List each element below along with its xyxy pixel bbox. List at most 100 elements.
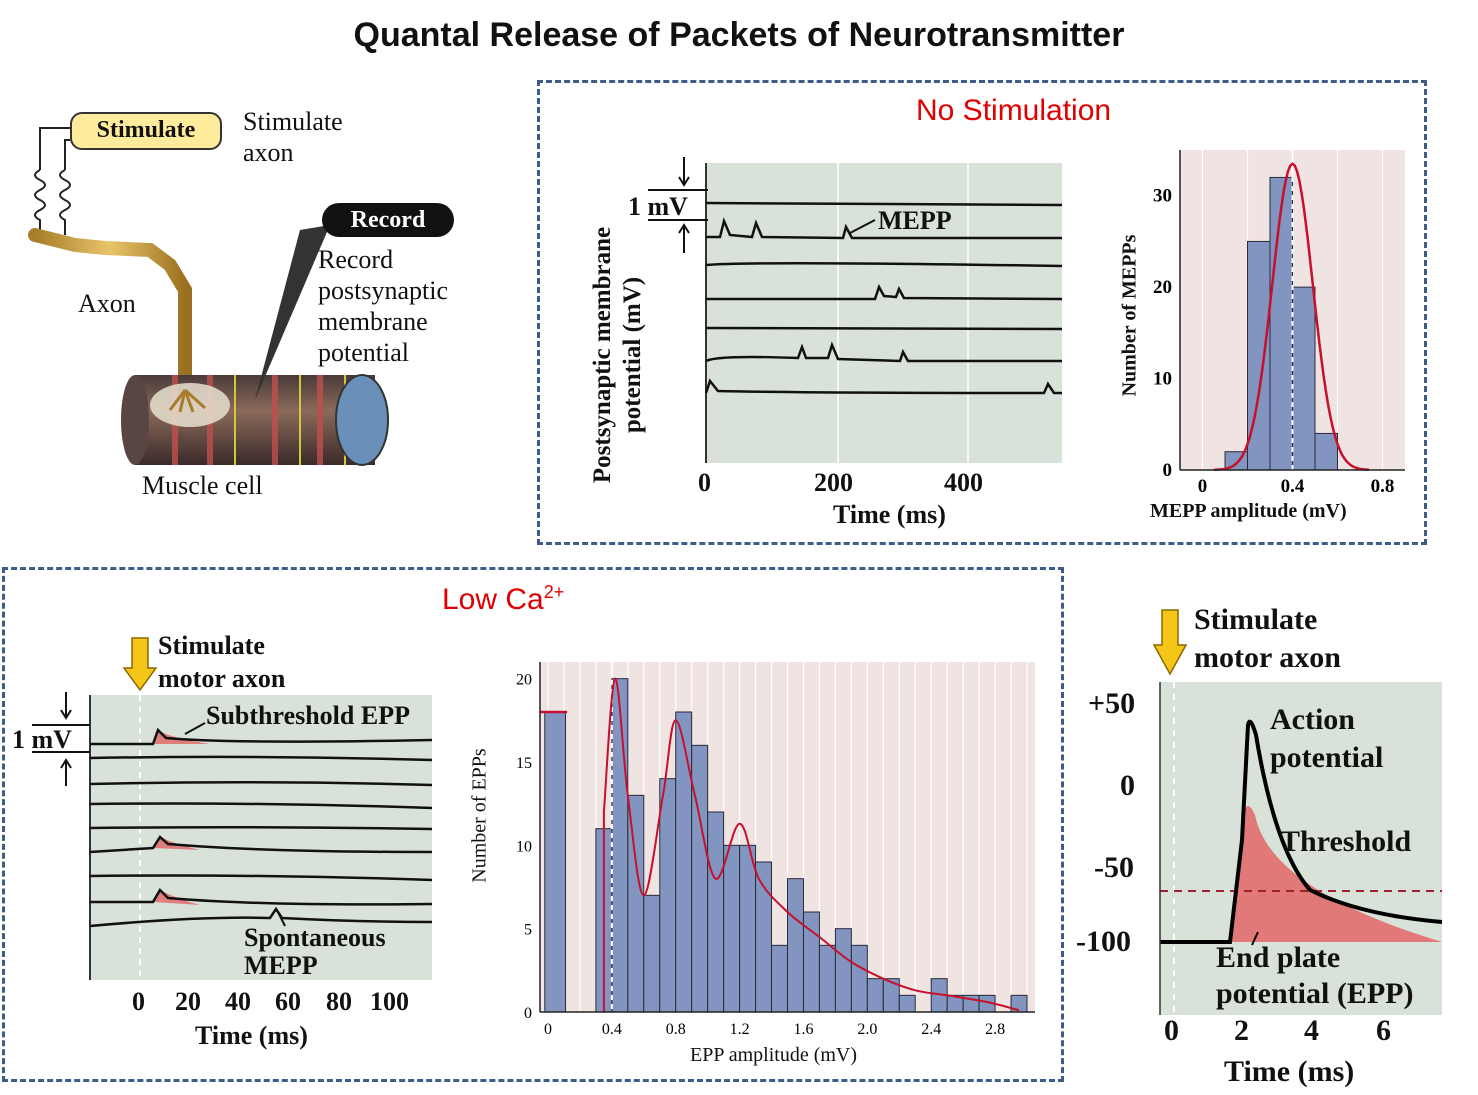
epp-trace-6 <box>89 835 433 854</box>
stimulate-button[interactable]: Stimulate <box>70 112 222 150</box>
epp-trace-9 <box>89 906 433 928</box>
trace-5 <box>705 326 1063 331</box>
thr-xtick: 6 <box>1376 1014 1391 1047</box>
thr-stim-line1: Stimulate <box>1194 603 1318 636</box>
x-tick-label: 0.4 <box>1281 476 1305 497</box>
mepp-traces-svg <box>648 157 1063 463</box>
threshold-stim-arrow <box>1152 609 1188 676</box>
histogram-bar <box>1314 432 1338 471</box>
mepp-xtick-200: 200 <box>814 468 853 497</box>
no-stimulation-heading: No Stimulation <box>916 94 1112 127</box>
low-ca-heading: Low Ca2+ <box>442 582 564 617</box>
muscle-cell-label: Muscle cell <box>142 471 263 500</box>
low-ca-heading-sup: 2+ <box>543 582 565 602</box>
threshold-panel: Stimulate motor axon +50 0 -50 -100 0 2 … <box>1070 600 1470 1090</box>
fit-curve <box>1213 162 1370 472</box>
record-caption-3: membrane <box>318 307 428 336</box>
thr-label-ap-1: Action <box>1270 703 1355 736</box>
trace-2 <box>706 217 1062 240</box>
low-ca-heading-main: Low Ca <box>442 583 544 616</box>
record-button[interactable]: Record <box>322 203 454 237</box>
record-caption-2: postsynaptic <box>318 276 448 305</box>
histogram-bar <box>771 944 788 1013</box>
histogram-bar <box>818 944 836 1013</box>
epp-annotation-bottom-2: MEPP <box>244 951 318 980</box>
thr-ytick: -100 <box>1076 925 1131 958</box>
trace-4 <box>706 283 1063 301</box>
thr-label-threshold: Threshold <box>1280 825 1412 858</box>
thr-label-ap-2: potential <box>1270 741 1384 774</box>
thr-ytick: +50 <box>1088 687 1136 720</box>
mepp-ylabel-line2: potential (mV) <box>619 276 646 434</box>
y-tick-label: 20 <box>1153 277 1172 298</box>
axon-label: Axon <box>78 289 136 318</box>
epp-trace-5 <box>89 825 433 831</box>
epp-trace-3 <box>89 780 433 787</box>
epp-traces-svg <box>32 637 433 980</box>
page-title: Quantal Release of Packets of Neurotrans… <box>353 16 1125 54</box>
threshold-svg <box>1152 609 1443 1015</box>
setup-illustration: Stimulate Stimulate axon Record Record p… <box>0 90 530 520</box>
epp-annotation-top: Subthreshold EPP <box>206 701 410 730</box>
epp-xtick: 20 <box>175 987 201 1016</box>
histogram-bar <box>627 794 645 1013</box>
y-tick-label: 15 <box>516 755 532 772</box>
thr-label-epp-1: End plate <box>1216 941 1341 974</box>
mepp-histogram-svg: 0 0.4 0.8 0 10 20 30 <box>1153 150 1405 497</box>
epp-xtick: 100 <box>370 987 409 1016</box>
mepp-xtick-400: 400 <box>944 468 983 497</box>
epp-traces-panel: Stimulate motor axon 1 mV Subthreshold E… <box>10 630 460 1060</box>
histogram-bar <box>675 711 693 1013</box>
trace-6 <box>705 341 1062 363</box>
histogram-bar <box>787 878 804 1013</box>
histogram-bar <box>659 778 677 1013</box>
epp-trace-1 <box>90 727 433 746</box>
trace-7 <box>704 378 1062 395</box>
y-tick-label: 0 <box>1163 460 1173 481</box>
x-tick-label: 0 <box>1198 476 1208 497</box>
epp-stim-arrow <box>122 637 158 692</box>
thr-label-epp-2: potential (EPP) <box>1216 977 1414 1010</box>
histogram-bar <box>1292 286 1316 471</box>
x-tick-label: 0.8 <box>666 1021 686 1038</box>
thr-ytick: 0 <box>1120 769 1135 802</box>
trace-background <box>706 163 1062 463</box>
epp-xtick: 80 <box>326 987 352 1016</box>
stimulate-caption-2: axon <box>243 138 294 167</box>
epp-trace-2 <box>89 755 433 762</box>
mepp-histogram: 0 0.4 0.8 0 10 20 30 MEPP amplitude (mV) Numbe… <box>1100 140 1420 540</box>
mepp-scale-label: 1 mV <box>628 192 688 221</box>
epp-trace-8 <box>90 887 433 906</box>
epp-xtick: 40 <box>225 987 251 1016</box>
histogram-bar <box>834 928 852 1013</box>
histogram-bar <box>643 894 661 1013</box>
setup-drawing <box>28 127 389 466</box>
trace-1 <box>705 201 1063 207</box>
y-tick-label: 10 <box>516 838 532 855</box>
thr-xtick: 4 <box>1304 1014 1319 1047</box>
hist1-xlabel: MEPP amplitude (mV) <box>1150 500 1347 522</box>
x-tick-label: 0.4 <box>602 1021 622 1038</box>
histogram-bar <box>898 994 916 1013</box>
y-tick-label: 5 <box>524 922 532 939</box>
x-tick-label: 2.8 <box>985 1021 1005 1038</box>
histogram-bar <box>611 678 629 1013</box>
thr-ytick: -50 <box>1094 851 1134 884</box>
hist2-xlabel: EPP amplitude (mV) <box>690 1044 858 1066</box>
no-stimulation-box <box>537 80 1427 545</box>
record-caption-4: potential <box>318 338 409 367</box>
x-tick-label: 0 <box>544 1021 552 1038</box>
epp-trace-4 <box>89 802 433 810</box>
hist2-ylabel: Number of EPPs <box>468 748 491 883</box>
x-tick-label: 1.6 <box>793 1021 813 1038</box>
thr-xtick: 0 <box>1164 1014 1179 1047</box>
epp-scale-label: 1 mV <box>12 725 72 754</box>
mepp-traces-panel: Postsynaptic membrane potential (mV) 1 m… <box>548 145 1078 535</box>
epp-stim-line1: Stimulate <box>158 631 265 660</box>
histogram-bar <box>850 944 868 1013</box>
histogram-bar <box>739 844 757 1013</box>
thr-xlabel: Time (ms) <box>1224 1055 1355 1088</box>
y-tick-label: 20 <box>516 672 532 689</box>
mepp-annotation: MEPP <box>878 206 952 235</box>
histogram-bar <box>1269 176 1293 471</box>
